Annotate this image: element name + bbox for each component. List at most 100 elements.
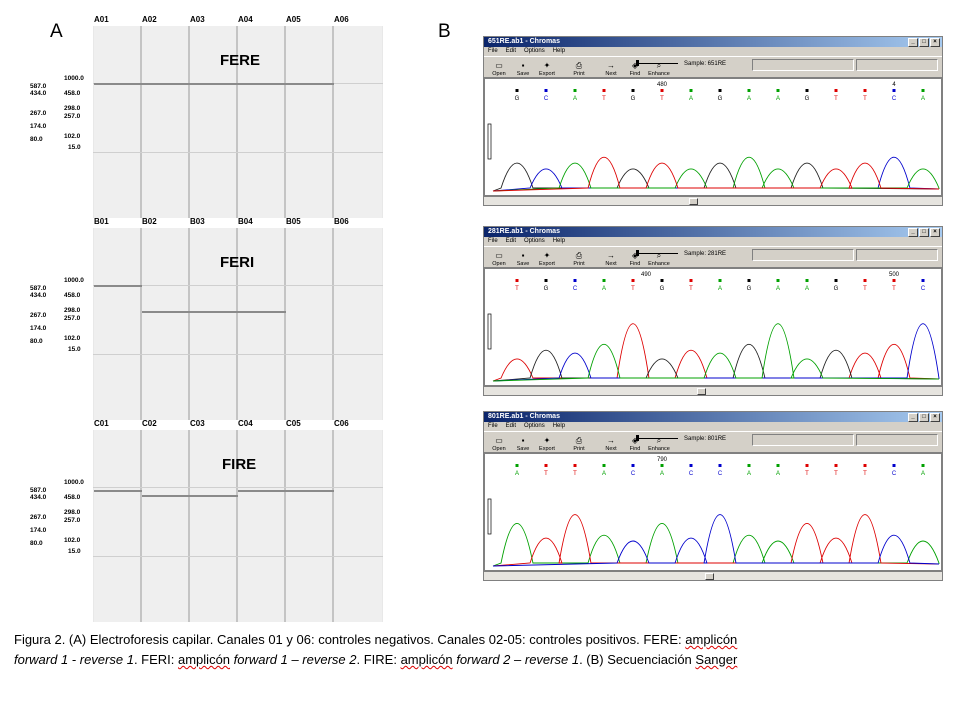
toolbar-button[interactable]: ◈ Find (624, 252, 646, 268)
toolbar-button[interactable]: ✦ Export (536, 436, 558, 453)
base-quality-marker (892, 89, 896, 92)
maximize-icon[interactable]: □ (919, 228, 929, 237)
gel-lane (286, 228, 334, 420)
maximize-icon[interactable]: □ (919, 38, 929, 47)
toolbar-button[interactable]: ▭ Open (488, 437, 510, 453)
toolbar-label: Enhance (648, 261, 670, 267)
lane-separator (188, 228, 190, 420)
dna-band (238, 311, 286, 313)
base-position-label: 790 (657, 457, 668, 463)
toolbar-button[interactable]: ⎙ Print (568, 252, 590, 268)
base-call: A (747, 471, 751, 477)
gel-lane (334, 26, 382, 218)
base-quality-marker (515, 279, 519, 282)
base-call: C (892, 471, 897, 477)
base-call: G (805, 96, 810, 102)
base-quality-marker (776, 279, 780, 282)
menu-item[interactable]: File (488, 48, 498, 54)
menu-item[interactable]: File (488, 423, 498, 429)
toolbar: ▭ Open ▪ Save ✦ Export ⎙ Print → Next ◈ Find ⌕ Enhanc… (484, 431, 942, 453)
toolbar-button[interactable]: → Next (600, 437, 622, 453)
menu-item[interactable]: Options (524, 48, 545, 54)
menu-item[interactable]: Options (524, 423, 545, 429)
menu-item[interactable]: Help (552, 48, 566, 54)
toolbar-button[interactable]: ⎙ Print (568, 62, 590, 78)
caption-text-3: . FIRE: (356, 652, 401, 667)
maximize-icon[interactable]: □ (919, 413, 929, 422)
menu-item[interactable]: Edit (505, 48, 517, 54)
toolbar-button[interactable]: ⎙ Print (568, 437, 590, 453)
base-quality-marker (921, 89, 925, 92)
base-call: A (776, 286, 780, 292)
toolbar-button[interactable]: → Next (600, 62, 622, 78)
close-icon[interactable]: × (930, 413, 940, 422)
gel-lane (334, 430, 382, 622)
zoom-slider[interactable] (636, 435, 678, 441)
menu-item[interactable]: File (488, 238, 498, 244)
base-call: A (805, 286, 809, 292)
toolbar-button[interactable]: ▪ Save (512, 437, 534, 453)
toolbar-label: Open (492, 261, 506, 267)
toolbar-button[interactable]: ▪ Save (512, 62, 534, 78)
base-quality-marker (631, 89, 635, 92)
gel-lane (190, 26, 238, 218)
lane-label: A04 (238, 15, 253, 24)
toolbar-button[interactable]: → Next (600, 252, 622, 268)
trace-plot: 490 500 T G C A T G T A G A A G T T C (487, 272, 940, 382)
base-quality-marker (602, 464, 606, 467)
horizontal-scrollbar[interactable] (484, 571, 942, 580)
scrollbar-thumb[interactable] (697, 388, 706, 395)
toolbar-button[interactable]: ◈ Find (624, 437, 646, 453)
zoom-slider[interactable] (636, 250, 678, 256)
fluorescence-trace-line (492, 323, 940, 382)
menu-item[interactable]: Help (552, 423, 566, 429)
ladder-size-label: 80.0 (30, 540, 43, 547)
toolbar-button[interactable]: ✦ Export (536, 252, 558, 268)
minimize-icon[interactable]: _ (908, 413, 918, 422)
scrollbar-thumb[interactable] (705, 573, 714, 580)
gel-lane (190, 228, 238, 420)
base-quality-marker (892, 464, 896, 467)
base-quality-marker (660, 464, 664, 467)
minimize-icon[interactable]: _ (908, 228, 918, 237)
chromas-window: 801RE.ab1 - Chromas _ □ × File Edit Options Hel… (483, 411, 943, 581)
toolbar-button[interactable]: ✦ Export (536, 61, 558, 78)
window-titlebar[interactable]: 281RE.ab1 - Chromas _ □ × (484, 227, 942, 237)
window-titlebar[interactable]: 801RE.ab1 - Chromas _ □ × (484, 412, 942, 422)
gel-lane (142, 430, 190, 622)
menu-item[interactable]: Edit (505, 423, 517, 429)
status-field (856, 434, 938, 446)
horizontal-scrollbar[interactable] (484, 196, 942, 205)
window-titlebar[interactable]: 651RE.ab1 - Chromas _ □ × (484, 37, 942, 47)
toolbar-button[interactable]: ⌕ Enhance (648, 62, 670, 78)
base-call: G (515, 96, 520, 102)
menu-item[interactable]: Edit (505, 238, 517, 244)
menu-item[interactable]: Options (524, 238, 545, 244)
lane-separator (236, 430, 238, 622)
toolbar-icon: ✦ (543, 436, 551, 445)
base-position-label: 490 (641, 272, 652, 278)
close-icon[interactable]: × (930, 228, 940, 237)
minimize-icon[interactable]: _ (908, 38, 918, 47)
base-call: A (921, 96, 925, 102)
caption-amplicon-3: amplicón (400, 652, 453, 667)
toolbar-button[interactable]: ▭ Open (488, 251, 510, 268)
scrollbar-thumb[interactable] (689, 198, 698, 205)
toolbar-button[interactable]: ▪ Save (512, 252, 534, 268)
lane-separator (332, 228, 334, 420)
toolbar-button[interactable]: ▭ Open (488, 62, 510, 78)
toolbar-icon: ▭ (495, 251, 503, 260)
toolbar-button[interactable]: ◈ Find (624, 62, 646, 78)
vertical-scroll-indicator (487, 498, 492, 535)
base-call: A (602, 471, 606, 477)
menu-item[interactable]: Help (552, 238, 566, 244)
toolbar-button[interactable]: ⌕ Enhance (648, 437, 670, 453)
toolbar-button[interactable]: ⌕ Enhance (648, 252, 670, 268)
caption-text-4: . (B) Secuenciación (579, 652, 696, 667)
ladder-size-label: 174.0 (30, 325, 47, 332)
horizontal-scrollbar[interactable] (484, 386, 942, 395)
zoom-slider[interactable] (636, 60, 678, 66)
base-call: A (747, 96, 751, 102)
toolbar-icon: ✦ (543, 61, 551, 70)
close-icon[interactable]: × (930, 38, 940, 47)
